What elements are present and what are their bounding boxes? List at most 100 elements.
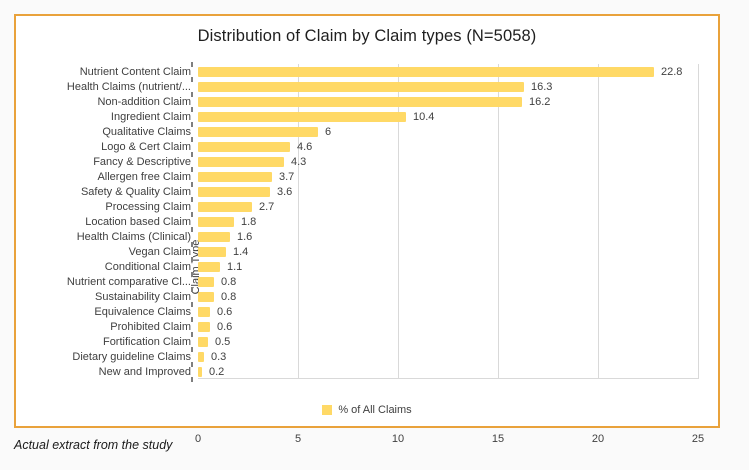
category-axis-tick	[191, 211, 193, 217]
bar-row: Ingredient Claim 10.4	[111, 109, 698, 124]
value-label: 3.6	[277, 185, 293, 198]
value-label: 22.8	[661, 65, 683, 78]
bar-row: New and Improved 0.2	[99, 364, 698, 379]
value-label: 2.7	[259, 200, 275, 213]
value-label: 0.6	[217, 320, 233, 333]
bar-row: Processing Claim 2.7	[105, 199, 698, 214]
bar	[198, 171, 272, 182]
category-axis-tick	[191, 316, 193, 322]
category-label: New and Improved	[98, 365, 191, 378]
gridline	[398, 64, 399, 379]
bar-row: Location based Claim 1.8	[85, 214, 698, 229]
bar-row: Conditional Claim 1.1	[105, 259, 698, 274]
bar	[198, 126, 318, 137]
x-tick-label: 0	[194, 433, 202, 445]
legend: % of All Claims	[16, 404, 718, 416]
figure-caption: Actual extract from the study	[14, 438, 173, 452]
value-label: 6	[325, 125, 332, 138]
value-label: 0.5	[215, 335, 231, 348]
category-axis-tick	[191, 331, 193, 337]
category-label: Allergen free Claim	[97, 170, 191, 183]
value-label: 1.4	[233, 245, 249, 258]
category-axis-tick	[191, 166, 193, 172]
category-label: Qualitative Claims	[102, 125, 191, 138]
category-axis-tick	[191, 76, 193, 82]
category-axis-tick	[191, 346, 193, 352]
chart-container: Distribution of Claim by Claim types (N=…	[14, 14, 720, 445]
category-label: Processing Claim	[105, 200, 191, 213]
bar-row: Nutrient Content Claim 22.8	[80, 64, 698, 79]
category-axis-tick	[191, 301, 193, 307]
gridline	[698, 64, 699, 379]
bar	[198, 111, 406, 122]
bar-row: Health Claims (nutrient/... 16.3	[67, 79, 698, 94]
x-tick-label: 10	[391, 433, 405, 445]
category-label: Fancy & Descriptive	[93, 155, 191, 168]
category-label: Nutrient comparative Cl...	[66, 275, 191, 288]
value-label: 10.4	[413, 110, 435, 123]
bar	[198, 156, 284, 167]
value-label: 0.8	[221, 275, 237, 288]
value-label: 16.3	[531, 80, 553, 93]
gridline	[298, 64, 299, 379]
value-label: 0.2	[209, 365, 225, 378]
category-axis-tick	[191, 106, 193, 112]
bar	[198, 231, 230, 242]
chart-title: Distribution of Claim by Claim types (N=…	[197, 27, 537, 45]
bar-row: Allergen free Claim 3.7	[97, 169, 698, 184]
bar-row: Health Claims (Clinical) 1.6	[77, 229, 698, 244]
category-axis-tick	[191, 91, 193, 97]
bar	[198, 216, 234, 227]
bar	[198, 306, 210, 317]
category-label: Ingredient Claim	[110, 110, 191, 123]
gridline	[598, 64, 599, 379]
bar	[198, 66, 654, 77]
gridline	[498, 64, 499, 379]
category-axis-tick	[191, 256, 193, 262]
bar	[198, 366, 202, 377]
category-axis-tick	[191, 136, 193, 142]
category-label: Sustainability Claim	[95, 290, 191, 303]
bar	[198, 336, 208, 347]
bar-row: Dietary guideline Claims 0.3	[72, 349, 698, 364]
category-axis-tick	[191, 286, 193, 292]
bar	[198, 81, 524, 92]
category-axis-tick	[191, 151, 193, 157]
category-axis-tick	[191, 196, 193, 202]
category-axis-tick	[191, 376, 193, 382]
x-tick-label: 5	[294, 433, 302, 445]
bar	[198, 321, 210, 332]
bar-row: Sustainability Claim 0.8	[95, 289, 698, 304]
bar-row: Nutrient comparative Cl... 0.8	[67, 274, 698, 289]
category-axis-tick	[191, 226, 193, 232]
bar-row: Equivalence Claims 0.6	[94, 304, 698, 319]
value-label: 1.6	[237, 230, 253, 243]
x-tick-label: 15	[491, 433, 505, 445]
bar-row: Non-addition Claim 16.2	[97, 94, 698, 109]
category-axis-tick	[191, 61, 193, 67]
value-label: 0.8	[221, 290, 237, 303]
category-label: Location based Claim	[85, 215, 191, 228]
legend-label: % of All Claims	[338, 404, 412, 416]
bar-row: Logo & Cert Claim 4.6	[101, 139, 698, 154]
bar	[198, 201, 252, 212]
bar	[198, 96, 522, 107]
bar-row: Fancy & Descriptive 4.3	[93, 154, 698, 169]
category-label: Dietary guideline Claims	[72, 350, 191, 363]
category-axis-tick	[191, 121, 193, 127]
bar	[198, 261, 220, 272]
category-label: Prohibited Claim	[110, 320, 191, 333]
value-label: 0.3	[211, 350, 227, 363]
plot-area: Claim Type Nutrient Content Claim 22.8 Hea…	[67, 61, 704, 445]
bar	[198, 291, 214, 302]
legend-swatch-icon	[322, 405, 333, 415]
category-label: Health Claims (Clinical)	[76, 230, 191, 243]
category-axis-tick	[191, 271, 193, 277]
bar	[198, 276, 214, 287]
bar-row: Vegan Claim 1.4	[129, 244, 698, 259]
category-axis-tick	[191, 181, 193, 187]
value-label: 1.1	[227, 260, 243, 273]
value-label: 16.2	[529, 95, 551, 108]
bar	[198, 246, 226, 257]
value-label: 4.3	[291, 155, 307, 168]
